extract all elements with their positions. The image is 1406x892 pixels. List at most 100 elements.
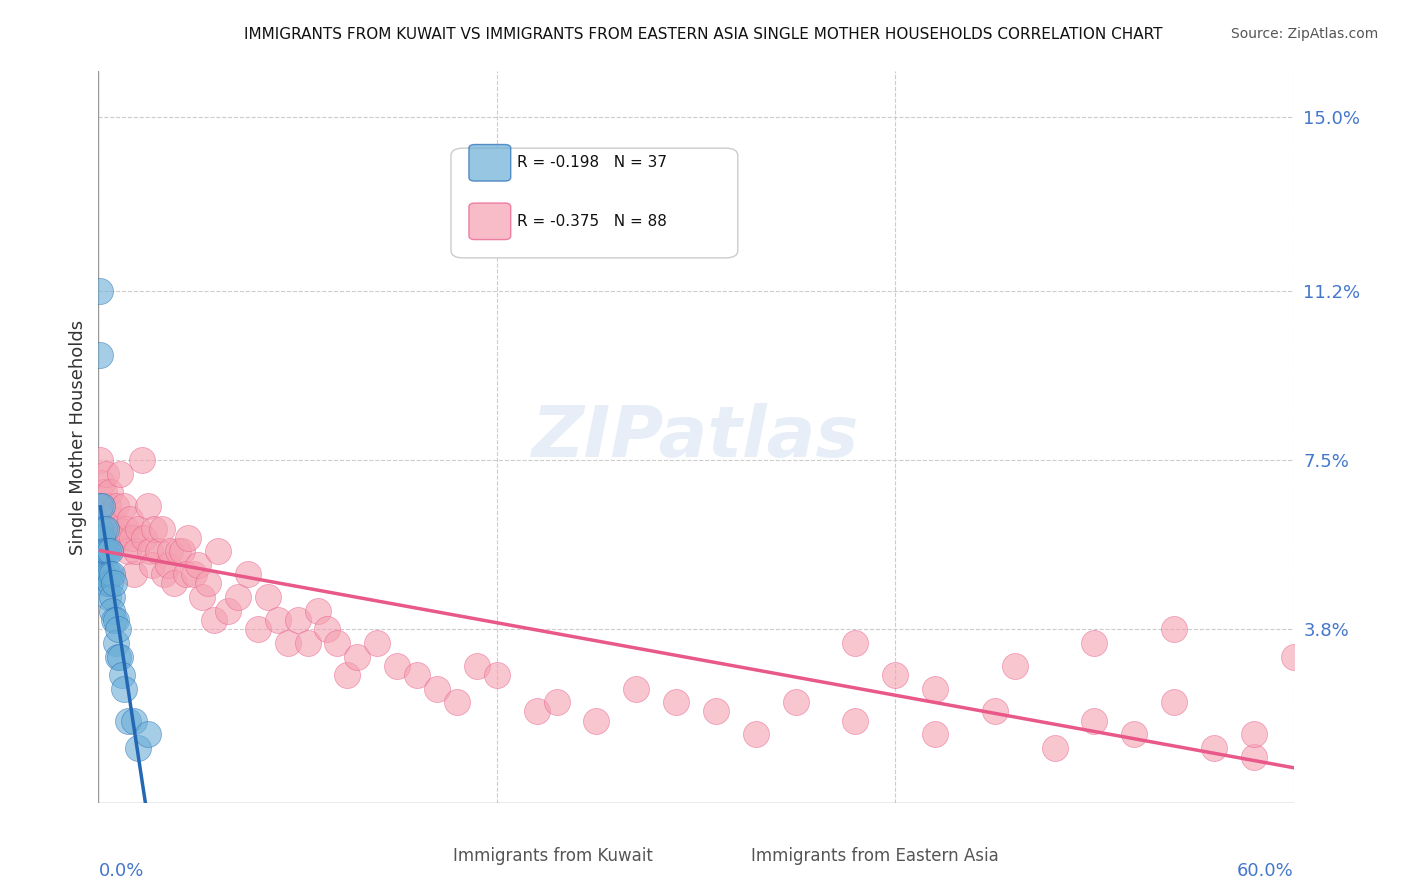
Text: Immigrants from Eastern Asia: Immigrants from Eastern Asia: [751, 847, 1000, 864]
Point: [366, 636, 388, 650]
Point: [124, 714, 146, 728]
Point: [307, 604, 329, 618]
Text: ZIPatlas: ZIPatlas: [533, 402, 859, 472]
Point: [103, 576, 125, 591]
Text: R = -0.198   N = 37: R = -0.198 N = 37: [517, 155, 666, 170]
Point: [112, 499, 135, 513]
Point: [346, 649, 368, 664]
Point: [110, 649, 132, 664]
Point: [136, 499, 159, 513]
Point: [127, 521, 149, 535]
Point: [131, 453, 153, 467]
Text: Source: ZipAtlas.com: Source: ZipAtlas.com: [1230, 27, 1378, 41]
Point: [125, 544, 148, 558]
Point: [127, 740, 149, 755]
Point: [97, 499, 120, 513]
Point: [98, 567, 122, 582]
Point: [120, 512, 142, 526]
Point: [101, 512, 124, 526]
Point: [107, 622, 129, 636]
FancyBboxPatch shape: [470, 145, 510, 181]
Point: [745, 727, 768, 741]
Point: [172, 544, 194, 558]
Point: [326, 636, 349, 650]
Point: [465, 658, 488, 673]
Point: [91, 475, 114, 490]
Point: [148, 544, 170, 558]
Y-axis label: Single Mother Households: Single Mother Households: [69, 319, 87, 555]
Point: [485, 667, 508, 681]
Point: [96, 467, 118, 481]
Point: [191, 590, 214, 604]
Point: [93, 544, 115, 558]
Point: [1163, 695, 1185, 709]
Point: [174, 567, 197, 582]
Point: [150, 521, 173, 535]
Point: [153, 567, 176, 582]
Point: [105, 499, 128, 513]
Point: [143, 521, 166, 535]
Point: [141, 558, 163, 573]
Point: [704, 705, 727, 719]
Point: [267, 613, 290, 627]
Point: [101, 567, 124, 582]
FancyBboxPatch shape: [470, 203, 510, 240]
Point: [217, 604, 239, 618]
Point: [287, 613, 309, 627]
Point: [101, 590, 124, 604]
Point: [91, 499, 114, 513]
Point: [107, 649, 129, 664]
Point: [256, 590, 278, 604]
Point: [89, 453, 111, 467]
Text: 0.0%: 0.0%: [98, 863, 143, 880]
Point: [1083, 636, 1105, 650]
Point: [1083, 714, 1105, 728]
Point: [96, 544, 118, 558]
Point: [1004, 658, 1026, 673]
Point: [139, 544, 162, 558]
Point: [277, 636, 299, 650]
Point: [446, 695, 468, 709]
Point: [111, 667, 134, 681]
Point: [89, 284, 111, 298]
Point: [177, 531, 200, 545]
Point: [97, 544, 120, 558]
Point: [98, 576, 122, 591]
Point: [406, 667, 429, 681]
Point: [117, 714, 139, 728]
Text: Immigrants from Kuwait: Immigrants from Kuwait: [453, 847, 652, 864]
Point: [103, 613, 125, 627]
Point: [117, 544, 139, 558]
Point: [89, 499, 111, 513]
FancyBboxPatch shape: [425, 830, 451, 859]
Point: [924, 681, 946, 696]
Point: [665, 695, 688, 709]
Point: [98, 485, 122, 500]
Point: [226, 590, 249, 604]
Point: [526, 705, 548, 719]
Point: [111, 531, 134, 545]
Point: [626, 681, 648, 696]
Point: [89, 521, 111, 535]
Point: [91, 567, 114, 582]
Point: [984, 705, 1007, 719]
Point: [134, 531, 156, 545]
Point: [844, 714, 866, 728]
Point: [585, 714, 607, 728]
Point: [96, 576, 118, 591]
FancyBboxPatch shape: [748, 830, 773, 859]
Point: [89, 544, 111, 558]
Point: [98, 544, 122, 558]
Point: [93, 567, 115, 582]
Point: [426, 681, 449, 696]
Point: [844, 636, 866, 650]
Point: [105, 636, 128, 650]
Point: [112, 681, 135, 696]
Point: [107, 521, 129, 535]
Point: [546, 695, 568, 709]
Text: R = -0.375   N = 88: R = -0.375 N = 88: [517, 214, 666, 229]
Point: [924, 727, 946, 741]
Point: [207, 544, 229, 558]
Point: [1243, 750, 1265, 764]
Point: [89, 348, 111, 362]
